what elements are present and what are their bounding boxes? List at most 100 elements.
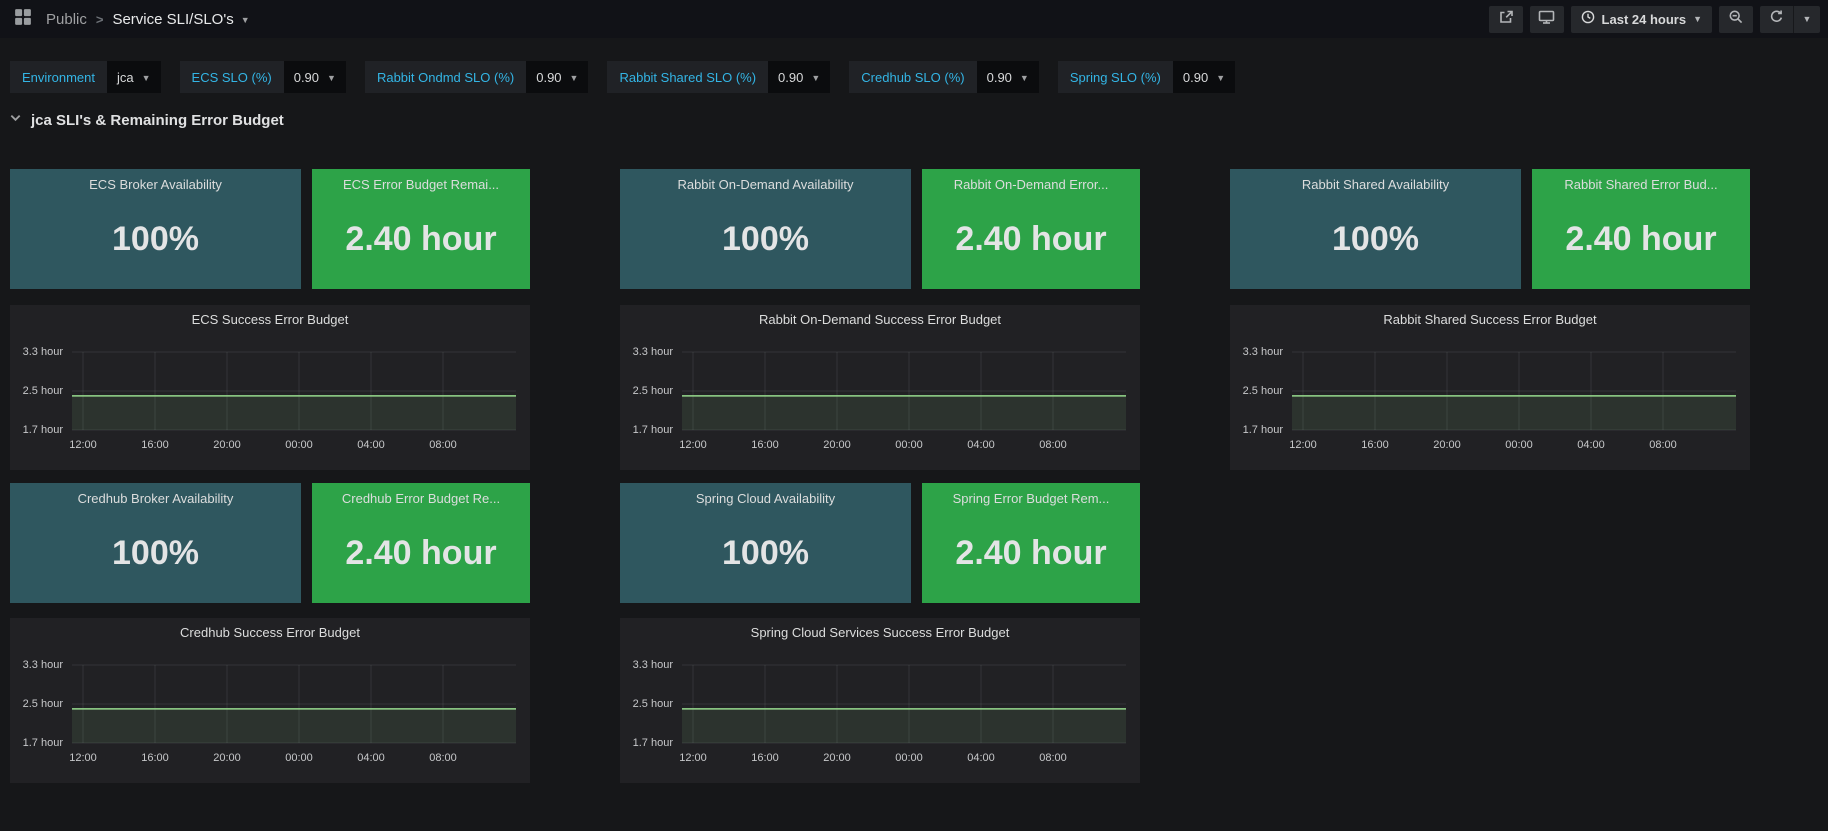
stat-value: 100% [112, 220, 199, 258]
x-axis-tick-label: 08:00 [1039, 752, 1067, 764]
variable-value-dropdown[interactable]: 0.90 ▼ [976, 61, 1039, 93]
x-axis-tick-label: 00:00 [1505, 439, 1533, 451]
refresh-button-group: ▼ [1760, 5, 1820, 33]
panel-title[interactable]: Rabbit Shared Error Bud... [1564, 177, 1718, 192]
time-series-plot[interactable]: 1.7 hour 2.5 hour 3.3 hour 12:00 16:00 20:00 0… [620, 618, 1140, 783]
chevron-down-icon [9, 111, 22, 129]
panel-title[interactable]: Rabbit Shared Success Error Budget [1383, 312, 1597, 327]
monitor-icon [1538, 9, 1555, 30]
stat-value: 2.40 hour [955, 220, 1107, 258]
variable-environment: Environment jca ▼ [10, 61, 161, 93]
variable-value-dropdown[interactable]: 0.90 ▼ [1172, 61, 1236, 93]
caret-down-icon: ▼ [1693, 14, 1702, 24]
stat-value: 100% [722, 220, 809, 258]
variable-rabbit-ondmd-slo: Rabbit Ondmd SLO (%) 0.90 ▼ [364, 61, 589, 93]
time-series-plot[interactable]: 1.7 hour 2.5 hour 3.3 hour 12:00 16:00 20:00 0… [10, 618, 530, 783]
x-axis-tick-label: 12:00 [1289, 439, 1317, 451]
variable-value-dropdown[interactable]: 0.90 ▼ [526, 61, 589, 93]
x-axis-tick-label: 08:00 [1649, 439, 1677, 451]
caret-down-icon: ▼ [1019, 72, 1029, 83]
panel-title[interactable]: Rabbit On-Demand Error... [953, 177, 1109, 192]
panel-title[interactable]: Rabbit On-Demand Success Error Budget [758, 312, 1002, 327]
y-axis-tick-label: 2.5 hour [22, 698, 63, 710]
time-series-plot[interactable]: 1.7 hour 2.5 hour 3.3 hour 12:00 16:00 20:00 0… [620, 305, 1140, 470]
x-axis-tick-label: 20:00 [213, 752, 241, 764]
stat-panel-ecs-error-budget: ECS Error Budget Remai... 2.40 hour [312, 169, 530, 289]
tv-mode-button[interactable] [1529, 5, 1564, 33]
dashboard-title-dropdown[interactable]: Service SLI/SLO's ▼ [112, 11, 249, 28]
refresh-interval-button[interactable]: ▼ [1794, 5, 1820, 33]
share-button[interactable] [1488, 5, 1523, 33]
variable-value-dropdown[interactable]: jca ▼ [106, 61, 161, 93]
caret-down-icon: ▼ [1216, 72, 1226, 83]
graph-panel-ecs-success-error-budget: ECS Success Error Budget 1.7 hour 2.5 hou… [10, 305, 530, 470]
variable-value: 0.90 [986, 69, 1012, 85]
caret-down-icon: ▼ [1802, 14, 1812, 24]
time-series-plot[interactable]: 1.7 hour 2.5 hour 3.3 hour 12:00 16:00 20:00 0… [1230, 305, 1750, 470]
y-axis-tick-label: 2.5 hour [632, 385, 673, 397]
panel-title[interactable]: Credhub Error Budget Re... [341, 491, 501, 506]
panel-title[interactable]: Spring Error Budget Rem... [952, 491, 1110, 506]
x-axis-tick-label: 04:00 [1577, 439, 1605, 451]
x-axis-tick-label: 20:00 [823, 439, 851, 451]
panel-title[interactable]: Spring Cloud Services Success Error Budg… [750, 625, 1010, 640]
caret-down-icon: ▼ [240, 15, 250, 25]
grid-icon [14, 8, 32, 31]
panel-title[interactable]: Rabbit On-Demand Availability [677, 177, 854, 192]
variable-spring-slo: Spring SLO (%) 0.90 ▼ [1057, 61, 1236, 93]
panel-title[interactable]: Spring Cloud Availability [695, 491, 836, 506]
y-axis-tick-label: 1.7 hour [632, 424, 673, 436]
panel-title[interactable]: Credhub Success Error Budget [180, 625, 360, 640]
x-axis-tick-label: 04:00 [357, 439, 385, 451]
y-axis-tick-label: 2.5 hour [1242, 385, 1283, 397]
x-axis-tick-label: 08:00 [1039, 439, 1067, 451]
panel-title[interactable]: ECS Success Error Budget [191, 312, 349, 327]
stat-panel-spring-error-budget: Spring Error Budget Rem... 2.40 hour [922, 483, 1140, 603]
x-axis-tick-label: 08:00 [429, 752, 457, 764]
variable-value: 0.90 [1182, 69, 1209, 85]
stat-panel-ecs-availability: ECS Broker Availability 100% [10, 169, 301, 289]
stat-value: 100% [722, 534, 809, 572]
panel-title[interactable]: Rabbit Shared Availability [1301, 177, 1450, 192]
variable-label: Rabbit Shared SLO (%) [607, 61, 769, 93]
x-axis-tick-label: 16:00 [751, 439, 779, 451]
variable-label: Environment [10, 61, 107, 93]
stat-panel-credhub-error-budget: Credhub Error Budget Re... 2.40 hour [312, 483, 530, 603]
zoom-out-button[interactable] [1719, 5, 1753, 33]
refresh-button[interactable] [1760, 5, 1794, 33]
variable-value: jca [116, 69, 134, 85]
stat-value: 100% [1332, 220, 1419, 258]
dashboard-row-toggle[interactable]: jca SLI's & Remaining Error Budget [0, 93, 1828, 129]
time-series-plot[interactable]: 1.7 hour 2.5 hour 3.3 hour 12:00 16:00 20:00 0… [10, 305, 530, 470]
page-title: Service SLI/SLO's [112, 10, 234, 28]
x-axis-tick-label: 20:00 [213, 439, 241, 451]
stat-panel-credhub-availability: Credhub Broker Availability 100% [10, 483, 301, 603]
time-range-picker[interactable]: Last 24 hours ▼ [1570, 5, 1712, 33]
stat-panel-rabbit-ondemand-error-budget: Rabbit On-Demand Error... 2.40 hour [922, 169, 1140, 289]
variable-ecs-slo: ECS SLO (%) 0.90 ▼ [179, 61, 346, 93]
panel-title[interactable]: ECS Broker Availability [89, 177, 222, 192]
x-axis-tick-label: 12:00 [69, 752, 97, 764]
x-axis-tick-label: 12:00 [679, 752, 707, 764]
panel-title[interactable]: ECS Error Budget Remai... [342, 177, 500, 192]
stat-value: 100% [112, 534, 199, 572]
variable-label: ECS SLO (%) [179, 61, 284, 93]
stat-panel-spring-cloud-availability: Spring Cloud Availability 100% [620, 483, 911, 603]
breadcrumb[interactable]: Public [46, 10, 87, 28]
time-range-label: Last 24 hours [1601, 11, 1687, 27]
panel-title[interactable]: Credhub Broker Availability [77, 491, 234, 506]
x-axis-tick-label: 20:00 [823, 752, 851, 764]
variable-value-dropdown[interactable]: 0.90 ▼ [283, 61, 346, 93]
grafana-apps-button[interactable] [10, 6, 36, 32]
variable-value: 0.90 [536, 69, 562, 85]
variable-value-dropdown[interactable]: 0.90 ▼ [768, 61, 831, 93]
x-axis-tick-label: 00:00 [285, 752, 313, 764]
graph-panel-rabbit-shared-success-error-budget: Rabbit Shared Success Error Budget 1.7 h… [1230, 305, 1750, 470]
variable-rabbit-shared-slo: Rabbit Shared SLO (%) 0.90 ▼ [607, 61, 831, 93]
y-axis-tick-label: 3.3 hour [1242, 346, 1283, 358]
x-axis-tick-label: 16:00 [1361, 439, 1389, 451]
x-axis-tick-label: 04:00 [357, 752, 385, 764]
stat-value: 2.40 hour [955, 534, 1107, 572]
x-axis-tick-label: 16:00 [751, 752, 779, 764]
